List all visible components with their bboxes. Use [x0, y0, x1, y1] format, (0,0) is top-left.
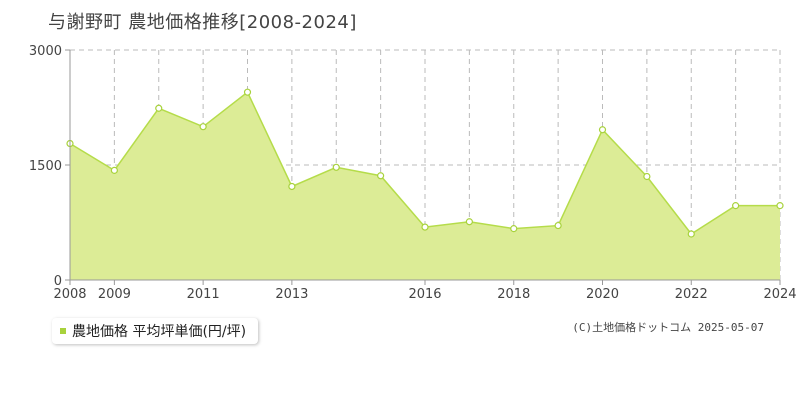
legend-label: 農地価格 平均坪単価(円/坪): [72, 324, 247, 340]
x-tick-label: 2013: [275, 287, 308, 302]
data-point: [687, 230, 695, 238]
x-tick-label: 2011: [187, 287, 220, 302]
data-point: [377, 172, 385, 180]
x-tick-label: 2018: [497, 287, 530, 302]
legend: 農地価格 平均坪単価(円/坪): [52, 318, 259, 344]
data-point: [776, 202, 784, 210]
data-point: [732, 202, 740, 210]
data-point: [510, 225, 518, 233]
chart-title: 与謝野町 農地価格推移[2008-2024]: [48, 12, 357, 33]
data-point: [598, 126, 607, 134]
data-point: [199, 123, 207, 131]
y-tick-label: 3000: [29, 44, 62, 59]
data-point: [421, 223, 429, 231]
x-tick-label: 2016: [408, 287, 441, 302]
data-point: [155, 104, 163, 112]
x-tick-label: 2022: [675, 287, 708, 302]
y-tick-label: 1500: [29, 159, 62, 174]
x-tick-label: 2008: [53, 287, 86, 302]
copyright-text: (C)土地価格ドットコム 2025-05-07: [572, 321, 764, 334]
data-point: [643, 172, 651, 181]
data-point: [288, 182, 296, 191]
x-tick-label: 2009: [98, 287, 131, 302]
data-point: [554, 221, 562, 230]
data-point: [332, 163, 340, 171]
data-point: [110, 166, 118, 174]
x-tick-label: 2020: [586, 287, 619, 302]
data-point: [243, 88, 252, 96]
series-area: [70, 92, 780, 281]
x-tick-label: 2024: [763, 287, 796, 302]
y-tick-label: 0: [54, 274, 62, 289]
data-point: [465, 218, 473, 226]
legend-swatch: [60, 328, 66, 334]
